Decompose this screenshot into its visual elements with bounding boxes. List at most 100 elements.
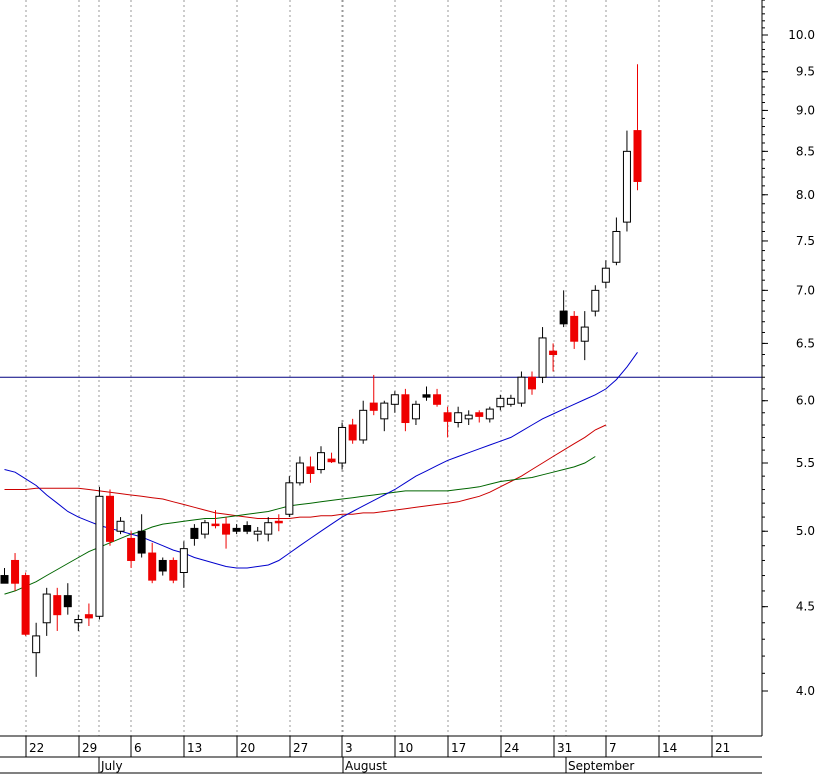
candle [317,446,325,474]
candle [274,514,283,532]
axes [0,0,763,774]
candle-body [63,595,72,608]
candle-body [380,402,389,420]
candle-body [127,537,136,561]
candle-body [190,527,199,539]
y-tick-label: 6.0 [796,394,815,408]
candle [53,587,62,631]
candle [190,524,199,546]
candle [95,486,104,620]
candle [158,557,167,576]
candle-body [549,350,558,356]
candle [380,400,389,432]
y-tick-label: 9.0 [796,103,815,117]
candle-body [21,575,30,635]
candle-body [401,394,410,424]
candle-body [285,482,294,515]
candle [496,394,505,411]
candle-body [317,452,325,471]
candle [559,290,568,328]
x-tick-label: 27 [293,741,308,755]
y-tick-label: 5.0 [796,524,815,538]
candle-body [496,397,505,408]
candle-body [422,394,431,398]
x-month-label: August [345,759,387,773]
candle [528,371,536,395]
candle [622,130,631,232]
candle-body [633,130,642,182]
candle-body [84,614,93,619]
x-tick-label: 3 [345,741,353,755]
candle-body [74,619,83,624]
candle [0,567,9,584]
candlesticks [0,64,642,677]
candle [285,476,294,518]
candle [348,418,357,444]
candle-body [11,559,20,584]
candle [485,406,494,423]
y-tick-label: 6.5 [796,336,815,350]
y-tick-label: 7.5 [796,234,815,248]
candle-body [506,397,515,405]
x-tick-label: 20 [240,741,255,755]
candle-body [390,394,399,405]
candle [506,394,515,407]
candle [411,400,420,425]
candle [538,327,547,384]
candle [42,587,51,636]
candle [580,311,589,361]
candle-body [200,522,209,535]
y-tick-label: 10.0 [788,28,815,42]
candle-body [538,337,547,378]
candle [232,524,241,535]
candle [433,388,442,407]
candle [359,400,368,444]
y-tick-label: 9.5 [796,65,815,79]
candle [475,410,484,423]
candle-body [179,548,188,574]
candle-body [580,326,589,342]
candle-body [274,520,283,524]
candle [454,406,463,428]
candle-body [612,230,621,263]
y-tick-label: 5.5 [796,456,815,470]
candle [295,456,304,486]
y-tick-label: 8.5 [796,144,815,158]
candle-body [253,530,262,535]
candle-body [433,394,442,405]
y-tick-label: 4.5 [796,600,815,614]
moving-average-red-line [4,424,607,519]
candle [243,521,252,535]
candle-body [116,520,125,532]
x-month-label: July [100,759,123,773]
x-axis-ticks: 22 29 6 13 20 27 3 10 17 24 31 7 14 21 July August Septe… [25,736,730,773]
candle-body [232,527,241,532]
candle [74,614,83,631]
x-tick-label: 29 [82,741,97,755]
candle-body [411,403,420,420]
candle-body [264,522,273,535]
candle-body [338,426,347,464]
x-tick-label: 17 [451,741,466,755]
candle [443,406,452,438]
candle-body [559,310,568,325]
candle [63,583,72,615]
y-tick-label: 8.0 [796,188,815,202]
candle [116,517,125,535]
candle-body [369,402,378,411]
candle-body [454,412,463,424]
candle [84,603,93,627]
candle-body [528,376,536,390]
candle [11,553,20,591]
candle [390,391,399,413]
x-tick-label: 21 [715,741,730,755]
candle [137,514,146,558]
candle [21,572,30,636]
candle [570,311,579,349]
candle [591,285,600,317]
candle [549,343,558,372]
y-tick-label: 4.0 [796,684,815,698]
candle [211,510,220,529]
